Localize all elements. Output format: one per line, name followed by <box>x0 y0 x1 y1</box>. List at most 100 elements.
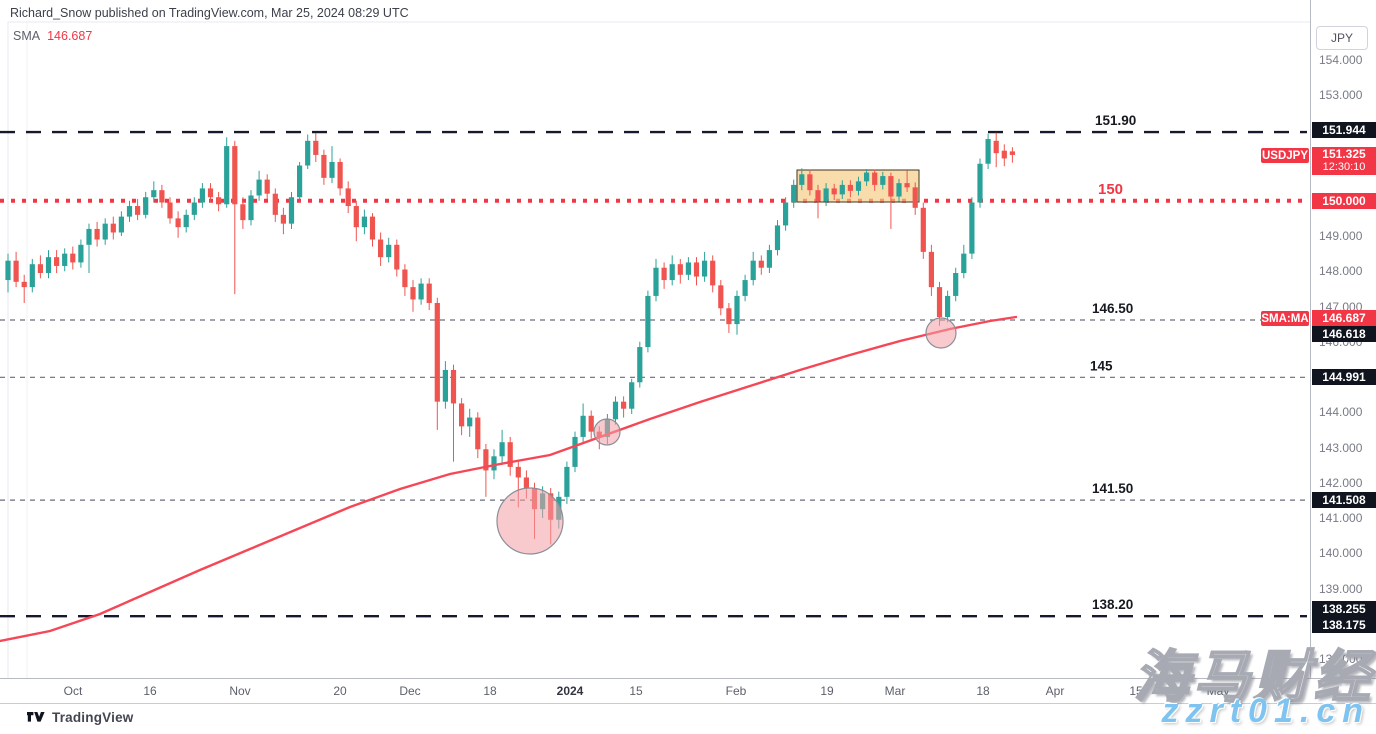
candle-body <box>13 260 19 282</box>
candle-body <box>621 401 627 409</box>
candle-body <box>864 172 870 182</box>
candle-body <box>483 449 489 471</box>
candle-body <box>872 172 878 185</box>
candle-body <box>726 308 732 325</box>
candle-body <box>815 190 821 202</box>
candle-body <box>175 218 181 228</box>
candle-body <box>264 179 270 194</box>
candle-body <box>450 369 457 404</box>
candle-body <box>78 244 84 263</box>
level-chip-151944: 151.944 <box>1312 122 1376 138</box>
usdjpy-badge: USDJPY <box>1261 148 1309 163</box>
price-tick-141.000: 141.000 <box>1319 511 1363 525</box>
time-tick-15: 15 <box>629 684 643 698</box>
indicator-legend[interactable]: SMA 146.687 <box>13 29 92 43</box>
candle-body <box>888 176 894 197</box>
candle-body <box>207 188 214 198</box>
candle-body <box>977 163 983 203</box>
candle-body <box>637 347 643 383</box>
publish-info: Richard_Snow published on TradingView.co… <box>10 6 409 20</box>
candle-body <box>685 262 691 275</box>
candle-body <box>612 401 619 420</box>
price-tick-154.000: 154.000 <box>1319 52 1363 67</box>
candle-body <box>402 269 408 288</box>
candle-body <box>831 188 837 195</box>
candle-body <box>45 257 52 274</box>
candle-body <box>5 260 11 281</box>
candle-body <box>928 251 934 288</box>
time-tick-Apr: Apr <box>1045 684 1065 698</box>
tradingview-logo-icon <box>27 711 45 722</box>
highlight-circle-2[interactable] <box>593 418 621 446</box>
candle-body <box>394 244 400 270</box>
price-axis[interactable]: JPY 154.000 153.000 149.000 148.000 147.000 1… <box>1310 0 1376 678</box>
candle-body <box>774 225 781 251</box>
candle-body <box>953 273 959 296</box>
price-tick-137.000: 137.000 <box>1319 652 1363 666</box>
sma-line <box>0 315 1018 643</box>
level-chip-144991: 144.991 <box>1312 369 1376 385</box>
candle-body <box>434 302 440 402</box>
candle-body <box>564 466 570 497</box>
candle-body <box>86 228 92 245</box>
level-label-138.20: 138.20 <box>1092 597 1133 612</box>
highlight-circle-1[interactable] <box>496 487 564 555</box>
level-label-145: 145 <box>1090 358 1113 373</box>
candle-body <box>167 202 173 219</box>
candle-body <box>677 264 683 275</box>
currency-toggle-button[interactable]: JPY <box>1316 26 1368 50</box>
candle-body <box>507 442 513 467</box>
time-tick-Feb: Feb <box>725 684 747 698</box>
level-chip-138175: 138.175 <box>1312 617 1376 633</box>
price-tick-139.000: 139.000 <box>1319 581 1363 596</box>
candle-body <box>702 260 708 277</box>
candle-body <box>118 216 124 233</box>
candle-body <box>783 202 789 226</box>
candle-body <box>985 139 991 164</box>
candle-body <box>936 287 943 318</box>
candle-body <box>710 260 716 286</box>
candle-body <box>143 197 149 215</box>
time-tick-19: 19 <box>820 684 834 698</box>
tradingview-logo-text: TradingView <box>52 710 134 725</box>
candle-body <box>855 181 862 191</box>
candle-body <box>799 174 805 185</box>
candle-body <box>515 466 521 478</box>
candle-body <box>758 260 764 268</box>
candle-body <box>21 281 27 288</box>
candle-body <box>766 250 772 268</box>
candle-body <box>475 417 481 450</box>
candle-body <box>70 253 76 263</box>
highlight-circle-3[interactable] <box>925 317 957 349</box>
candle-body <box>442 369 448 402</box>
tradingview-logo[interactable]: TradingView <box>27 710 133 725</box>
time-tick-Nov: Nov <box>229 684 251 698</box>
candle-body <box>337 161 343 189</box>
candle-body <box>718 285 724 309</box>
time-tick-15: 15 <box>1129 684 1143 698</box>
candle-body <box>572 436 578 467</box>
candle-body <box>969 202 975 254</box>
time-tick-2024: 2024 <box>556 684 584 698</box>
candle-body <box>426 283 432 303</box>
candle-body <box>54 257 60 266</box>
candle-body <box>183 214 189 228</box>
candle-body <box>272 193 278 215</box>
candle-body <box>345 188 351 207</box>
time-axis[interactable]: Oct 16 Nov 20 Dec 18 2024 15 Feb 19 Mar 18 Apr 15 May <box>0 678 1376 704</box>
candle-body <box>369 216 376 240</box>
candle-body <box>135 206 141 215</box>
indicator-legend-name: SMA <box>13 29 41 43</box>
candle-body <box>329 161 335 178</box>
candle-body <box>847 184 853 191</box>
candle-body <box>912 187 918 208</box>
candle-body <box>459 403 465 427</box>
candle-body <box>313 140 319 155</box>
candle-body <box>216 197 222 205</box>
candle-body <box>288 197 295 224</box>
price-tick-142.000: 142.000 <box>1319 475 1363 490</box>
candle-body <box>904 183 910 188</box>
candle-body <box>297 165 303 198</box>
